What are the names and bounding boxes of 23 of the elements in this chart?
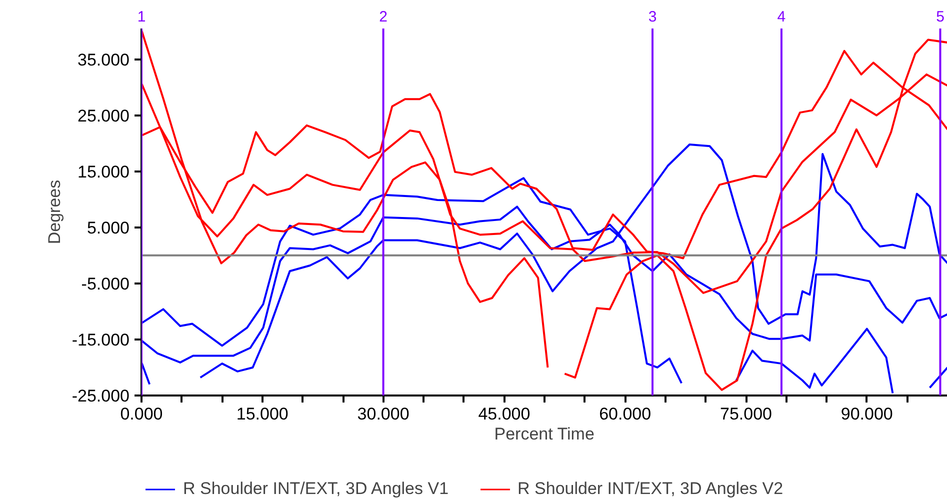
x-tick-label: 75.000 — [720, 404, 772, 424]
y-tick-label: 15.000 — [78, 162, 130, 182]
y-tick-label: 35.000 — [78, 50, 130, 70]
annotation: 1 — [137, 8, 146, 26]
y-axis-title: Degrees — [44, 180, 64, 244]
annotation: 5 — [936, 8, 944, 26]
x-tick-label: 0.000 — [120, 404, 163, 424]
x-tick-label: 30.000 — [357, 404, 410, 424]
annotation: 4 — [777, 8, 786, 26]
annotation: 2 — [379, 8, 388, 26]
legend-label: R Shoulder INT/EXT, 3D Angles V1 — [183, 479, 449, 499]
y-tick-label: 25.000 — [78, 106, 130, 126]
x-tick-label: 45.000 — [478, 404, 530, 424]
x-tick-label: 60.000 — [599, 404, 652, 424]
x-axis-title: Percent Time — [494, 424, 594, 444]
y-tick-label: 5.000 — [86, 218, 130, 238]
legend-label: R Shoulder INT/EXT, 3D Angles V2 — [518, 479, 784, 499]
y-tick-label: -5.000 — [81, 274, 130, 294]
x-tick-label: 15.000 — [236, 404, 288, 424]
y-tick-label: -25.000 — [72, 386, 130, 406]
y-tick-label: -15.000 — [72, 330, 130, 350]
annotation: 3 — [648, 8, 657, 26]
x-tick-label: 90.000 — [840, 404, 893, 424]
